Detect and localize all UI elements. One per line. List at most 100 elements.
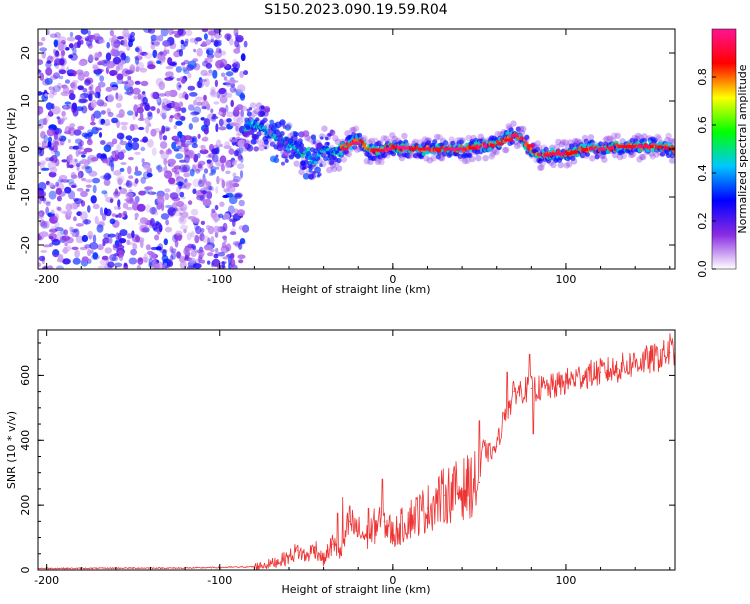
heatmap-cell (219, 155, 227, 164)
heatmap-cell (38, 91, 43, 96)
heatmap-cell (122, 211, 128, 216)
heatmap-cell (54, 150, 61, 157)
colorbar-tick-label: 0.6 (696, 116, 709, 134)
heatmap-cell (94, 91, 101, 99)
heatmap-cell (203, 94, 207, 101)
colorbar: 0.0 0.2 0.4 0.6 0.8 Normalized spectral ampl… (696, 28, 749, 278)
heatmap-cell (316, 174, 320, 178)
heatmap-cell (312, 140, 316, 145)
heatmap-cell (321, 125, 328, 132)
heatmap-cell (237, 36, 243, 43)
heatmap-cell (45, 201, 51, 207)
heatmap-cell (234, 193, 242, 199)
heatmap-cell (58, 69, 67, 75)
heatmap-cell (163, 238, 168, 246)
heatmap-cell (417, 147, 426, 151)
heatmap-cell (192, 188, 197, 195)
heatmap-cell (205, 62, 213, 69)
heatmap-cell (40, 221, 48, 229)
heatmap-cell (164, 77, 174, 81)
heatmap-cell (199, 232, 205, 242)
x-tick-label: -200 (34, 574, 59, 587)
snr-point (383, 520, 385, 523)
heatmap-cell (220, 50, 227, 56)
heatmap-cell (598, 141, 604, 147)
snr-point (510, 404, 512, 406)
heatmap-cell (238, 199, 245, 207)
heatmap-cell (128, 257, 138, 265)
heatmap-cell (222, 235, 228, 240)
heatmap-cell (170, 251, 177, 260)
heatmap-cell (68, 164, 74, 169)
heatmap-cell (179, 203, 188, 212)
heatmap-cell (180, 39, 184, 45)
heatmap-cell (193, 99, 198, 106)
heatmap-cell (504, 138, 514, 142)
heatmap-cell (450, 140, 456, 146)
heatmap-cell (467, 152, 473, 159)
heatmap-cell (202, 198, 212, 207)
heatmap-cell (131, 141, 140, 151)
heatmap-cell (112, 243, 120, 249)
heatmap-cell (202, 180, 212, 190)
heatmap-cell (71, 232, 76, 237)
heatmap-cell (187, 243, 194, 249)
heatmap-cell (617, 145, 625, 149)
heatmap-cell (99, 207, 104, 216)
heatmap-cell (636, 156, 643, 163)
heatmap-cell (93, 33, 101, 38)
heatmap-cell (108, 159, 115, 168)
heatmap-cell (244, 119, 251, 127)
heatmap-cell (290, 135, 298, 143)
heatmap-cell (204, 72, 213, 76)
snr-point (617, 368, 619, 370)
heatmap-cell (92, 36, 99, 41)
heatmap-cell (447, 151, 454, 157)
heatmap-cell (370, 148, 379, 152)
heatmap-cell (174, 239, 179, 248)
heatmap-cell (191, 111, 200, 115)
heatmap-cell (535, 146, 541, 152)
heatmap-cell (70, 174, 78, 179)
heatmap-cell (434, 133, 441, 141)
heatmap-cell (52, 85, 62, 92)
heatmap-cell (570, 158, 578, 165)
heatmap-cell (63, 85, 70, 94)
heatmap-cell (210, 86, 216, 93)
heatmap-cell (47, 161, 57, 170)
heatmap-cell (38, 142, 42, 146)
heatmap-cell (326, 166, 333, 174)
heatmap-cell (351, 141, 360, 145)
snr-point (496, 446, 498, 448)
heatmap-cell (65, 203, 73, 212)
heatmap-cell (215, 47, 221, 54)
heatmap-cell (218, 111, 223, 116)
heatmap-cell (314, 166, 321, 174)
heatmap-cell (183, 228, 187, 234)
heatmap-cell (110, 86, 119, 91)
heatmap-cell (206, 49, 210, 55)
heatmap-cell (538, 164, 545, 171)
heatmap-cell (161, 265, 166, 269)
heatmap-cell (207, 260, 211, 265)
heatmap-cell (84, 79, 91, 86)
heatmap-cell (88, 170, 98, 177)
heatmap-cell (70, 82, 76, 89)
heatmap-cell (54, 221, 60, 230)
heatmap-cell (149, 206, 158, 215)
heatmap-cell (111, 117, 119, 124)
heatmap-cell (229, 258, 236, 268)
heatmap-cell (94, 215, 99, 225)
heatmap-cell (135, 235, 141, 243)
heatmap-cell (38, 161, 41, 166)
heatmap-cell (106, 41, 110, 49)
heatmap-cell (340, 156, 348, 163)
heatmap-cell (206, 190, 213, 200)
heatmap-cell (81, 132, 89, 138)
heatmap-cell (101, 255, 109, 261)
heatmap-cell (75, 223, 84, 227)
heatmap-cell (158, 81, 165, 90)
heatmap-cell (171, 30, 180, 35)
heatmap-cell (629, 151, 636, 159)
heatmap-cell (129, 64, 136, 73)
